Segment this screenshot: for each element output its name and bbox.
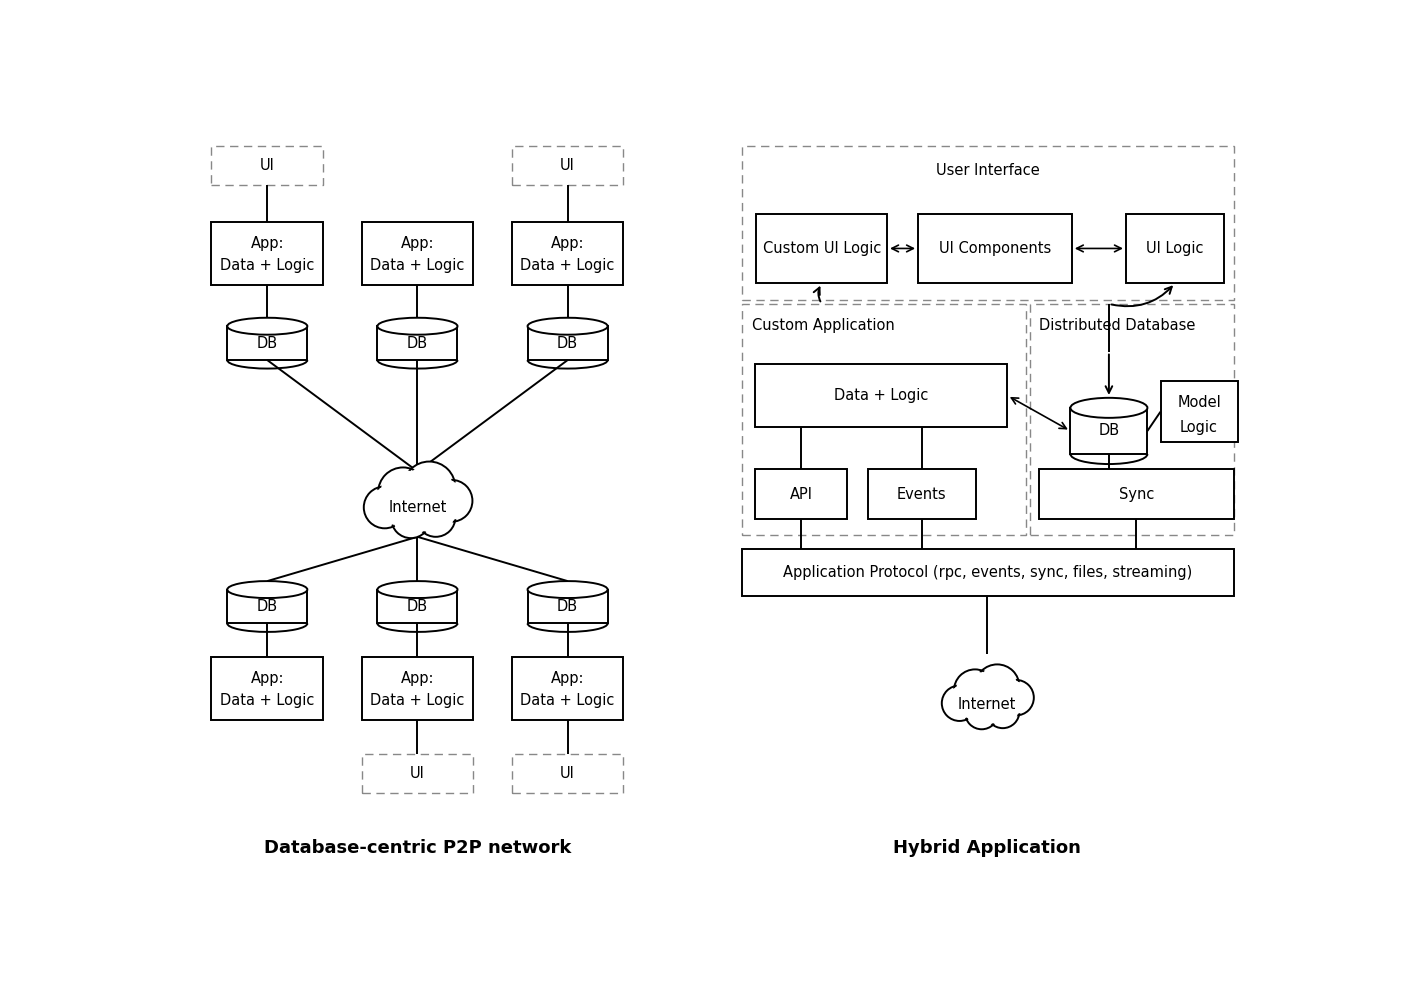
Text: Data + Logic: Data + Logic <box>370 693 464 708</box>
Text: UI: UI <box>561 158 575 173</box>
Circle shape <box>393 501 429 536</box>
Circle shape <box>988 696 1018 727</box>
Text: Custom UI Logic: Custom UI Logic <box>763 241 880 256</box>
Circle shape <box>944 687 976 719</box>
Text: Data + Logic: Data + Logic <box>370 258 464 273</box>
Circle shape <box>977 667 1018 707</box>
FancyBboxPatch shape <box>512 222 624 285</box>
Bar <box>1070 408 1147 454</box>
Text: Data + Logic: Data + Logic <box>220 693 314 708</box>
Text: App:: App: <box>251 671 285 686</box>
Text: DB: DB <box>257 599 278 614</box>
FancyBboxPatch shape <box>754 469 847 520</box>
FancyBboxPatch shape <box>743 549 1234 597</box>
Bar <box>227 590 307 623</box>
FancyBboxPatch shape <box>1039 469 1234 520</box>
Circle shape <box>967 698 997 728</box>
Text: Data + Logic: Data + Logic <box>220 258 314 273</box>
Bar <box>227 326 307 360</box>
Circle shape <box>965 696 998 730</box>
FancyBboxPatch shape <box>918 214 1073 283</box>
Ellipse shape <box>227 317 307 334</box>
Text: Logic: Logic <box>1180 420 1218 435</box>
Text: App:: App: <box>401 671 435 686</box>
Text: UI Components: UI Components <box>939 241 1052 256</box>
Text: DB: DB <box>557 599 578 614</box>
Text: DB: DB <box>557 335 578 351</box>
Text: Database-centric P2P network: Database-centric P2P network <box>264 839 571 857</box>
Text: API: API <box>789 487 812 502</box>
Text: UI: UI <box>259 158 275 173</box>
Text: DB: DB <box>1098 423 1119 439</box>
Text: Custom Application: Custom Application <box>751 317 894 332</box>
Text: DB: DB <box>407 335 428 351</box>
FancyBboxPatch shape <box>212 657 322 720</box>
Ellipse shape <box>377 581 457 599</box>
FancyBboxPatch shape <box>362 657 474 720</box>
FancyBboxPatch shape <box>1126 214 1224 283</box>
Text: UI: UI <box>561 766 575 781</box>
Text: DB: DB <box>257 335 278 351</box>
Circle shape <box>1000 681 1032 714</box>
Circle shape <box>974 665 1019 709</box>
FancyBboxPatch shape <box>362 222 474 285</box>
Circle shape <box>942 685 977 721</box>
Text: DB: DB <box>407 599 428 614</box>
Bar <box>377 590 457 623</box>
Text: Data + Logic: Data + Logic <box>834 388 928 403</box>
Text: UI Logic: UI Logic <box>1147 241 1204 256</box>
Circle shape <box>418 500 453 534</box>
Text: Distributed Database: Distributed Database <box>1039 317 1196 332</box>
Circle shape <box>363 486 405 528</box>
FancyBboxPatch shape <box>868 469 976 520</box>
Circle shape <box>998 680 1033 716</box>
Text: Data + Logic: Data + Logic <box>520 693 615 708</box>
Text: App:: App: <box>401 236 435 251</box>
Text: Internet: Internet <box>388 501 447 516</box>
Ellipse shape <box>227 581 307 599</box>
Text: Application Protocol (rpc, events, sync, files, streaming): Application Protocol (rpc, events, sync,… <box>784 565 1193 580</box>
Circle shape <box>986 695 1019 728</box>
Circle shape <box>433 482 470 520</box>
Text: User Interface: User Interface <box>937 163 1040 178</box>
FancyBboxPatch shape <box>756 214 887 283</box>
Circle shape <box>416 498 456 536</box>
Text: Model: Model <box>1178 395 1221 410</box>
Text: Sync: Sync <box>1119 487 1154 502</box>
Text: App:: App: <box>551 671 585 686</box>
Circle shape <box>430 480 472 522</box>
Text: Events: Events <box>897 487 946 502</box>
Circle shape <box>366 488 404 527</box>
Bar <box>527 590 607 623</box>
Ellipse shape <box>1070 397 1147 418</box>
FancyBboxPatch shape <box>212 222 322 285</box>
FancyBboxPatch shape <box>754 364 1007 427</box>
Circle shape <box>379 467 428 518</box>
Text: UI: UI <box>409 766 425 781</box>
Text: Internet: Internet <box>958 697 1016 712</box>
Circle shape <box>402 461 456 514</box>
Text: Hybrid Application: Hybrid Application <box>893 839 1081 857</box>
FancyBboxPatch shape <box>512 657 624 720</box>
Text: App:: App: <box>251 236 285 251</box>
Text: Data + Logic: Data + Logic <box>520 258 615 273</box>
FancyBboxPatch shape <box>1161 381 1238 443</box>
Circle shape <box>953 669 997 712</box>
Circle shape <box>381 470 425 515</box>
Ellipse shape <box>377 317 457 334</box>
Ellipse shape <box>527 581 607 599</box>
Circle shape <box>391 499 430 538</box>
Bar <box>377 326 457 360</box>
Circle shape <box>405 464 453 512</box>
Ellipse shape <box>527 317 607 334</box>
Bar <box>527 326 607 360</box>
Circle shape <box>956 671 994 709</box>
Text: App:: App: <box>551 236 585 251</box>
